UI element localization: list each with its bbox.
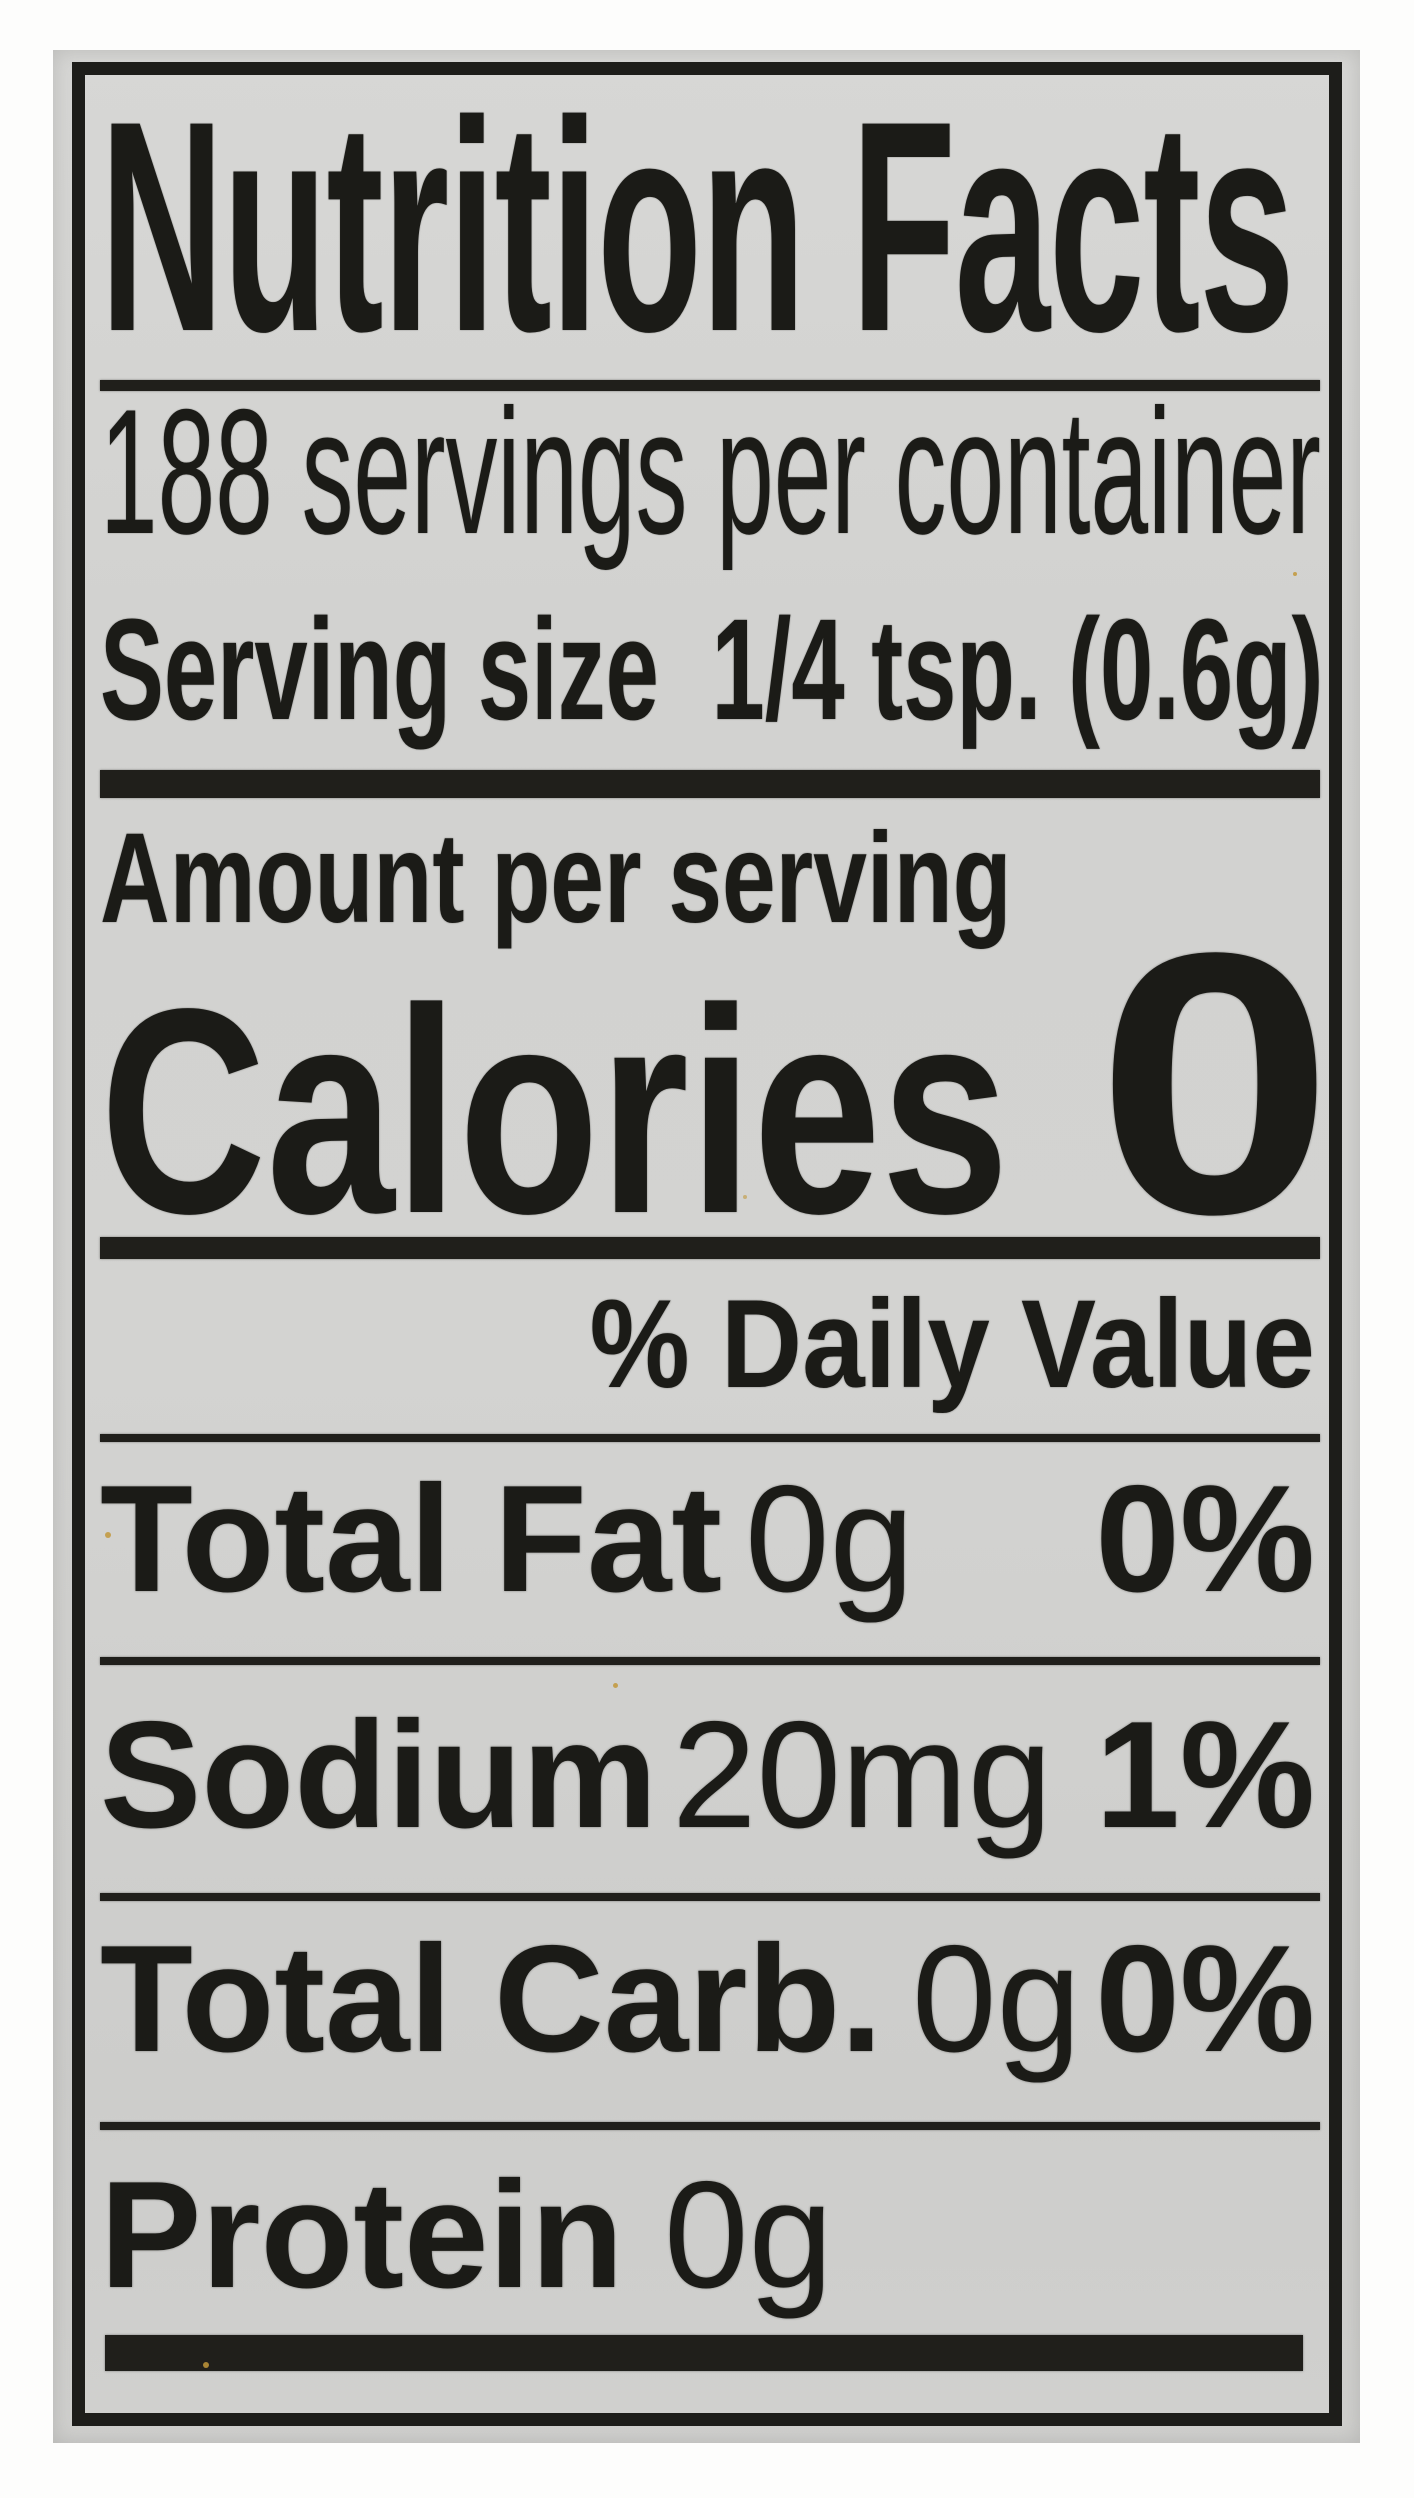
calories-value: 0 xyxy=(1096,875,1334,1291)
nutrient-amount-sodium: 20mg xyxy=(672,1690,1053,1860)
scan-speck xyxy=(613,1683,618,1688)
separator-4 xyxy=(100,2122,1320,2130)
nutrient-name-protein: Protein xyxy=(100,2150,624,2320)
servings-per-container: 188 servings per container xyxy=(100,372,1321,571)
separator-2 xyxy=(100,1657,1320,1665)
separator-3 xyxy=(100,1893,1320,1901)
nutrition-facts-label: Nutrition Facts 188 servings per contain… xyxy=(53,50,1360,2443)
scan-speck xyxy=(1293,572,1297,576)
separator-under-title xyxy=(100,380,1320,391)
label-border-frame xyxy=(72,62,1342,2426)
serving-size-row: Serving size 1/4 tsp. (0.6g) xyxy=(100,598,1323,742)
nutrient-amount-protein: 0g xyxy=(664,2150,834,2320)
nutrient-dv-total-fat: 0% xyxy=(1095,1454,1315,1624)
nutrient-name-total-fat: Total Fat xyxy=(100,1454,723,1624)
nutrient-amount-total-carb: 0g xyxy=(912,1914,1082,2084)
scan-speck xyxy=(743,1195,747,1199)
label-title: Nutrition Facts xyxy=(100,58,1295,394)
serving-size-label: Serving size xyxy=(100,589,659,750)
thick-divider-top xyxy=(100,770,1320,798)
separator-under-calories xyxy=(100,1237,1320,1259)
calories-label: Calories xyxy=(100,948,1010,1274)
scan-speck xyxy=(203,2362,209,2368)
daily-value-header: % Daily Value xyxy=(589,1275,1315,1414)
nutrient-name-sodium: Sodium xyxy=(100,1690,658,1860)
thick-divider-bottom xyxy=(105,2335,1303,2371)
serving-size-value: 1/4 tsp. (0.6g) xyxy=(711,589,1324,750)
nutrient-dv-sodium: 1% xyxy=(1095,1690,1315,1860)
amount-per-serving-label: Amount per serving xyxy=(100,807,1012,950)
nutrient-name-total-carb: Total Carb. xyxy=(100,1914,883,2084)
separator-1 xyxy=(100,1434,1320,1442)
nutrient-amount-total-fat: 0g xyxy=(745,1454,915,1624)
nutrient-dv-total-carb: 0% xyxy=(1095,1914,1315,2084)
scan-speck xyxy=(105,1532,111,1538)
